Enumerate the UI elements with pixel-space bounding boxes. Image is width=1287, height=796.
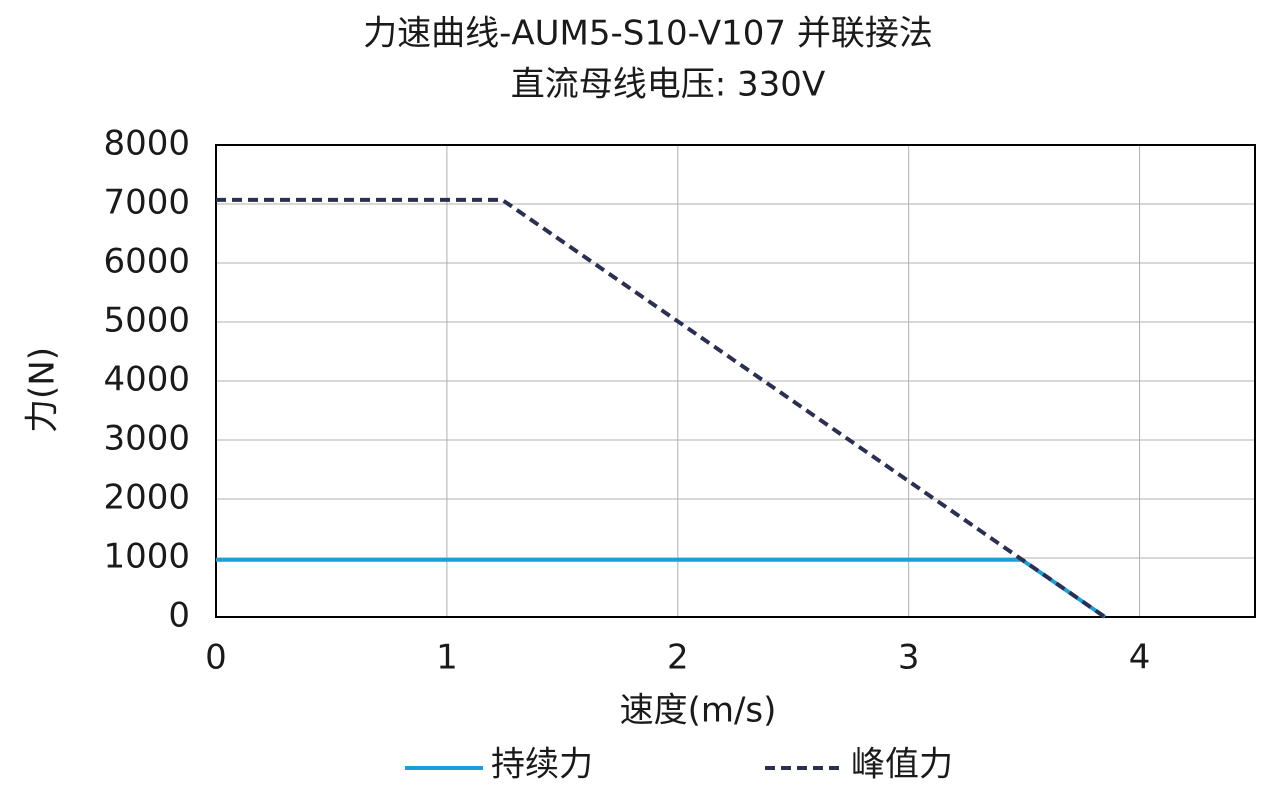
x-tick-label: 0 [205,638,227,678]
x-tick-label: 1 [436,638,458,678]
x-tick-label: 3 [898,638,920,678]
legend-label: 峰值力 [851,745,953,785]
x-tick-label: 4 [1129,638,1151,678]
y-tick-label: 2000 [103,478,190,518]
plot-frame [215,144,1256,618]
x-axis-label: 速度(m/s) [620,691,777,731]
y-tick-label: 0 [168,596,190,636]
y-tick-label: 7000 [103,183,190,223]
y-axis-label: 力(N) [23,347,63,433]
chart-title: 力速曲线-AUM5-S10-V107 并联接法 [363,14,933,54]
x-tick-label: 2 [667,638,689,678]
legend-label: 持续力 [491,745,593,785]
y-tick-label: 5000 [103,301,190,341]
data-line [216,557,1107,619]
data-line [216,197,1107,619]
y-tick-label: 6000 [103,242,190,282]
y-tick-label: 8000 [103,124,190,164]
chart-subtitle: 直流母线电压: 330V [511,65,825,105]
y-tick-label: 1000 [103,537,190,577]
y-tick-label: 4000 [103,360,190,400]
y-tick-label: 3000 [103,419,190,459]
